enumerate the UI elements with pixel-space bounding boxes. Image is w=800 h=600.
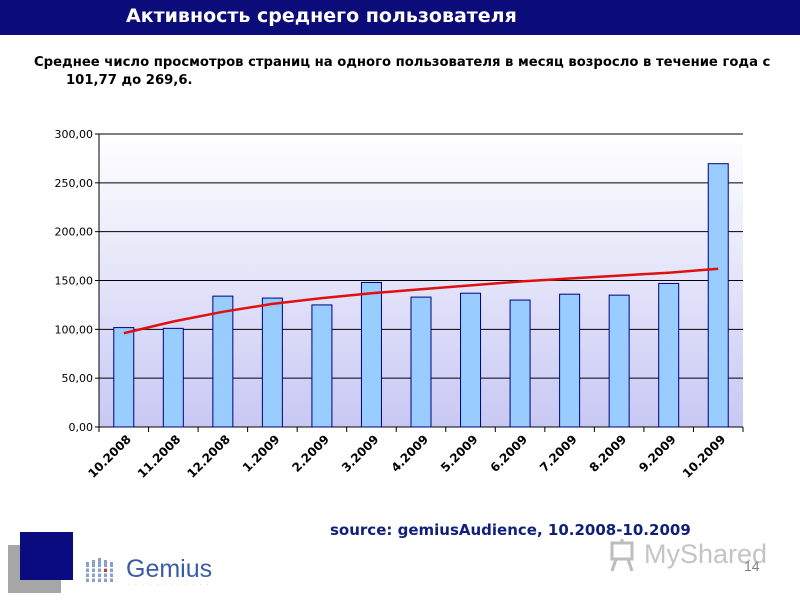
y-tick-label: 0,00 (69, 421, 94, 434)
x-tick-label: 11.2008 (135, 432, 184, 481)
bar (658, 282, 680, 428)
y-tick-label: 300,00 (55, 128, 94, 141)
presentation-board-icon (610, 539, 634, 572)
x-tick-label: 7.2009 (537, 432, 580, 475)
bar (559, 293, 581, 428)
bar (162, 327, 184, 428)
bar (113, 327, 135, 428)
y-tick-label: 100,00 (55, 323, 94, 336)
slide-subtitle: Среднее число просмотров страниц на одно… (34, 55, 771, 88)
x-tick-label: 3.2009 (339, 432, 382, 475)
bar (212, 295, 234, 428)
bar (509, 299, 531, 428)
bar (707, 163, 729, 428)
gemius-logo-text: Gemius (126, 555, 213, 583)
title-bar: Активность среднего пользователя (0, 0, 800, 35)
x-tick-label: 2.2009 (289, 432, 332, 475)
x-tick-label: 8.2009 (587, 432, 630, 475)
decor-square-blue (20, 532, 73, 580)
bar (608, 294, 630, 428)
bar (311, 304, 333, 428)
gemius-logo: Gemius · · · · · · · · · · · · (84, 552, 224, 592)
bar-chart: 0,0050,00100,00150,00200,00250,00300,00 … (55, 128, 744, 481)
x-tick-label: 5.2009 (438, 432, 481, 475)
bar (410, 296, 432, 428)
x-tick-label: 10.2008 (85, 432, 134, 481)
myshared-watermark: MyShared (606, 537, 768, 577)
page-number: 14 (744, 558, 760, 574)
source-note: source: gemiusAudience, 10.2008-10.2009 (330, 521, 691, 539)
x-tick-label: 1.2009 (240, 432, 283, 475)
myshared-text: MyShared (644, 539, 768, 569)
slide-title: Активность среднего пользователя (126, 5, 517, 27)
y-tick-label: 250,00 (55, 177, 94, 190)
trend-line (123, 267, 719, 335)
gemius-tagline: · · · · · · · · · · · · (128, 582, 211, 588)
x-tick-label: 12.2008 (184, 432, 233, 481)
bar (460, 292, 482, 428)
y-tick-label: 50,00 (62, 372, 94, 385)
x-tick-label: 9.2009 (636, 432, 679, 475)
y-tick-label: 200,00 (55, 226, 94, 239)
y-tick-label: 150,00 (55, 275, 94, 288)
gemius-dots-icon (84, 558, 116, 582)
x-tick-label: 10.2009 (680, 432, 729, 481)
x-tick-label: 4.2009 (388, 432, 431, 475)
bar (261, 297, 283, 428)
x-tick-label: 6.2009 (488, 432, 531, 475)
bar (360, 281, 382, 428)
